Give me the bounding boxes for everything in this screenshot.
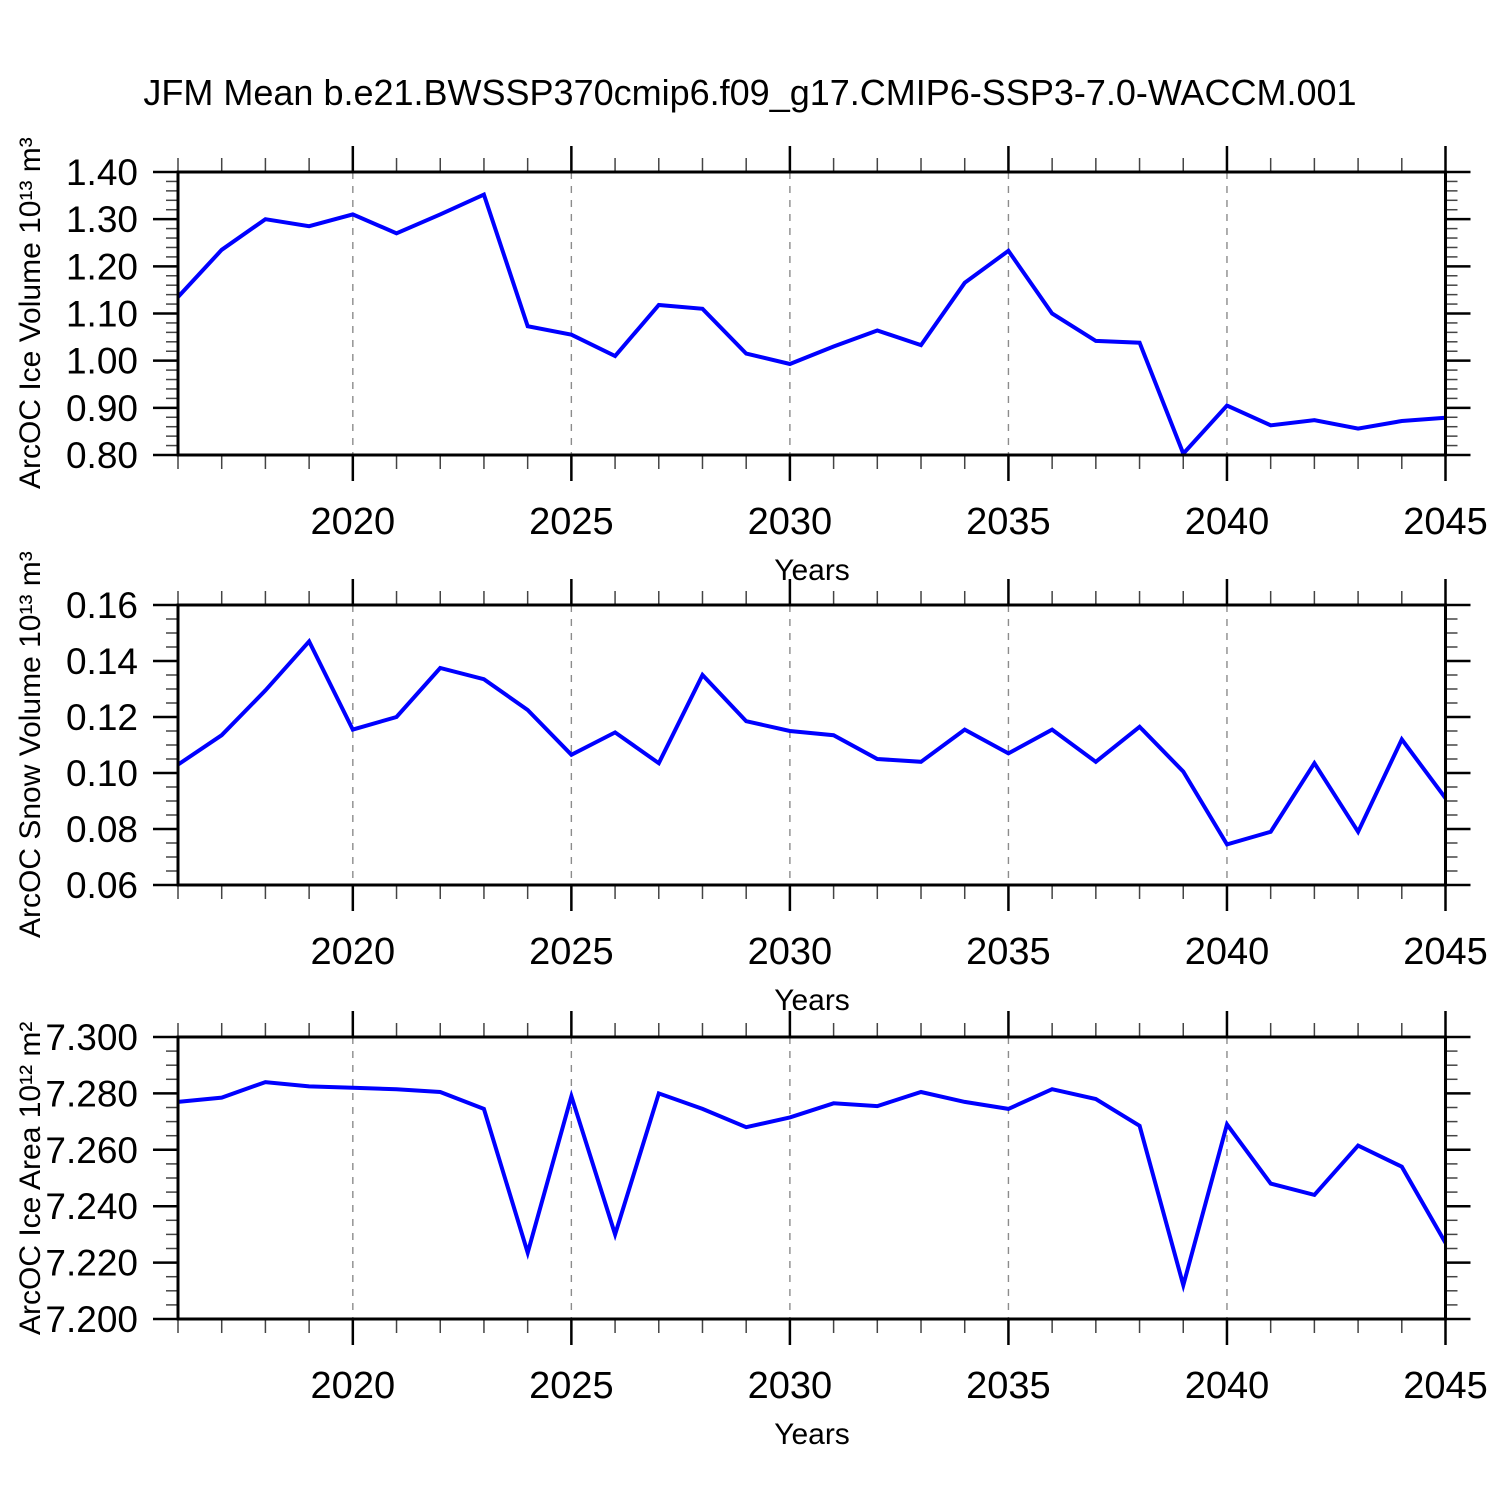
- y-tick-label: 7.260: [45, 1130, 138, 1171]
- plot-border: [176, 1035, 1447, 1321]
- x-tick-label: 2035: [966, 1365, 1051, 1407]
- x-tick-label: 2040: [1185, 501, 1270, 543]
- x-tick-label: 2025: [529, 931, 614, 973]
- x-tick-label: 2025: [529, 501, 614, 543]
- data-line-arcoc-ice-volume: [176, 191, 1446, 458]
- x-axis-label-panel-1: Years: [774, 554, 850, 587]
- x-tick-label: 2020: [311, 931, 396, 973]
- y-tick-label: 7.280: [45, 1073, 138, 1114]
- x-tick-label: 2035: [966, 931, 1051, 973]
- y-tick-label: 0.12: [66, 697, 138, 738]
- y-tick-label: 1.30: [66, 199, 138, 240]
- x-tick-label: 2030: [748, 501, 833, 543]
- panel-arcoc-ice-volume: 2020 2025 2030 2035 2040 2045 1.40 1.30 1.20 1.10…: [66, 146, 1488, 543]
- x-tick-label: 2020: [311, 1365, 396, 1407]
- x-axis-label-panel-2: Years: [774, 984, 850, 1017]
- plot-border: [176, 603, 1447, 887]
- x-tick-label: 2040: [1185, 931, 1270, 973]
- x-tick-label: 2045: [1403, 501, 1488, 543]
- data-line-arcoc-snow-volume: [176, 637, 1448, 847]
- y-tick-label: 1.00: [66, 341, 138, 382]
- x-axis-label-panel-3: Years: [774, 1418, 850, 1451]
- y-tick-label: 7.200: [45, 1299, 138, 1340]
- data-line-arcoc-ice-area: [177, 1080, 1448, 1293]
- y-tick-label: 0.14: [66, 641, 138, 682]
- y-tick-label: 0.90: [66, 388, 138, 429]
- y-tick-label: 0.06: [66, 865, 138, 906]
- plot-border: [176, 170, 1447, 457]
- panel-arcoc-snow-volume: 2020 2025 2030 2035 2040 2045 0.16 0.14 0.12 0.10…: [66, 579, 1488, 973]
- x-tick-label: 2045: [1403, 1365, 1488, 1407]
- figure-title: JFM Mean b.e21.BWSSP370cmip6.f09_g17.CMI…: [143, 72, 1357, 113]
- x-tick-label: 2020: [311, 501, 396, 543]
- x-tick-label: 2030: [748, 931, 833, 973]
- y-tick-label: 0.10: [66, 753, 138, 794]
- y-tick-label: 0.80: [66, 435, 138, 476]
- y-tick-label: 7.220: [45, 1243, 138, 1284]
- y-tick-label: 1.40: [66, 152, 138, 193]
- panel-arcoc-ice-area: 2020 2025 2030 2035 2040 2045 7.300 7.280 7.260 7…: [45, 1011, 1488, 1407]
- y-tick-label: 1.10: [66, 294, 138, 335]
- y-tick-label: 7.240: [45, 1186, 138, 1227]
- y-tick-label: 0.16: [66, 585, 138, 626]
- y-tick-label: 0.08: [66, 809, 138, 850]
- x-tick-label: 2045: [1403, 931, 1488, 973]
- x-tick-label: 2040: [1185, 1365, 1270, 1407]
- y-tick-label: 1.20: [66, 246, 138, 287]
- y-tick-label: 7.300: [45, 1017, 138, 1058]
- x-tick-label: 2025: [529, 1365, 614, 1407]
- x-tick-label: 2030: [748, 1365, 833, 1407]
- x-tick-label: 2035: [966, 501, 1051, 543]
